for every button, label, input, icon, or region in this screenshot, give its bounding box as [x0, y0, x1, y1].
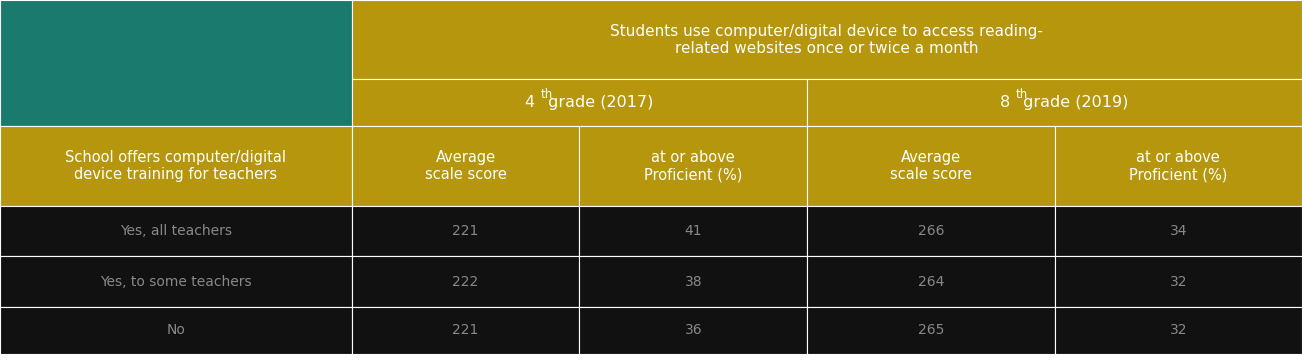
- Bar: [807, 126, 1055, 206]
- Text: 222: 222: [452, 275, 479, 288]
- Text: 4: 4: [525, 95, 535, 110]
- Text: 266: 266: [918, 224, 944, 238]
- Bar: [0, 126, 352, 206]
- Text: grade (2019): grade (2019): [1018, 95, 1129, 110]
- Text: 38: 38: [685, 275, 702, 288]
- Bar: [0, 256, 352, 307]
- Text: 34: 34: [1169, 224, 1187, 238]
- Text: School offers computer/digital
device training for teachers: School offers computer/digital device tr…: [65, 150, 286, 182]
- Text: 264: 264: [918, 275, 944, 288]
- Bar: [1055, 206, 1302, 256]
- Text: 221: 221: [452, 224, 479, 238]
- Text: 32: 32: [1169, 323, 1187, 337]
- Text: Average
scale score: Average scale score: [424, 150, 506, 182]
- Bar: [1055, 256, 1302, 307]
- Bar: [1055, 126, 1302, 206]
- Bar: [579, 307, 807, 354]
- Bar: [352, 126, 579, 206]
- Text: at or above
Proficient (%): at or above Proficient (%): [1129, 150, 1228, 182]
- Text: 221: 221: [452, 323, 479, 337]
- Text: Yes, all teachers: Yes, all teachers: [120, 224, 232, 238]
- Bar: [807, 79, 1302, 126]
- Text: 32: 32: [1169, 275, 1187, 288]
- Text: No: No: [167, 323, 185, 337]
- Bar: [0, 206, 352, 256]
- Bar: [352, 0, 1302, 79]
- Bar: [807, 206, 1055, 256]
- Bar: [0, 0, 352, 126]
- Text: th: th: [1016, 88, 1027, 101]
- Bar: [579, 256, 807, 307]
- Bar: [352, 206, 579, 256]
- Bar: [352, 79, 807, 126]
- Text: grade (2017): grade (2017): [543, 95, 654, 110]
- Bar: [579, 206, 807, 256]
- Text: th: th: [540, 88, 552, 101]
- Bar: [0, 307, 352, 354]
- Text: Yes, to some teachers: Yes, to some teachers: [100, 275, 251, 288]
- Bar: [807, 307, 1055, 354]
- Text: at or above
Proficient (%): at or above Proficient (%): [644, 150, 742, 182]
- Text: 41: 41: [685, 224, 702, 238]
- Bar: [352, 307, 579, 354]
- Text: 36: 36: [685, 323, 702, 337]
- Bar: [579, 126, 807, 206]
- Text: 265: 265: [918, 323, 944, 337]
- Text: 8: 8: [1000, 95, 1010, 110]
- Bar: [807, 256, 1055, 307]
- Text: Students use computer/digital device to access reading-
related websites once or: Students use computer/digital device to …: [611, 23, 1043, 56]
- Bar: [1055, 307, 1302, 354]
- Bar: [352, 256, 579, 307]
- Text: Average
scale score: Average scale score: [891, 150, 971, 182]
